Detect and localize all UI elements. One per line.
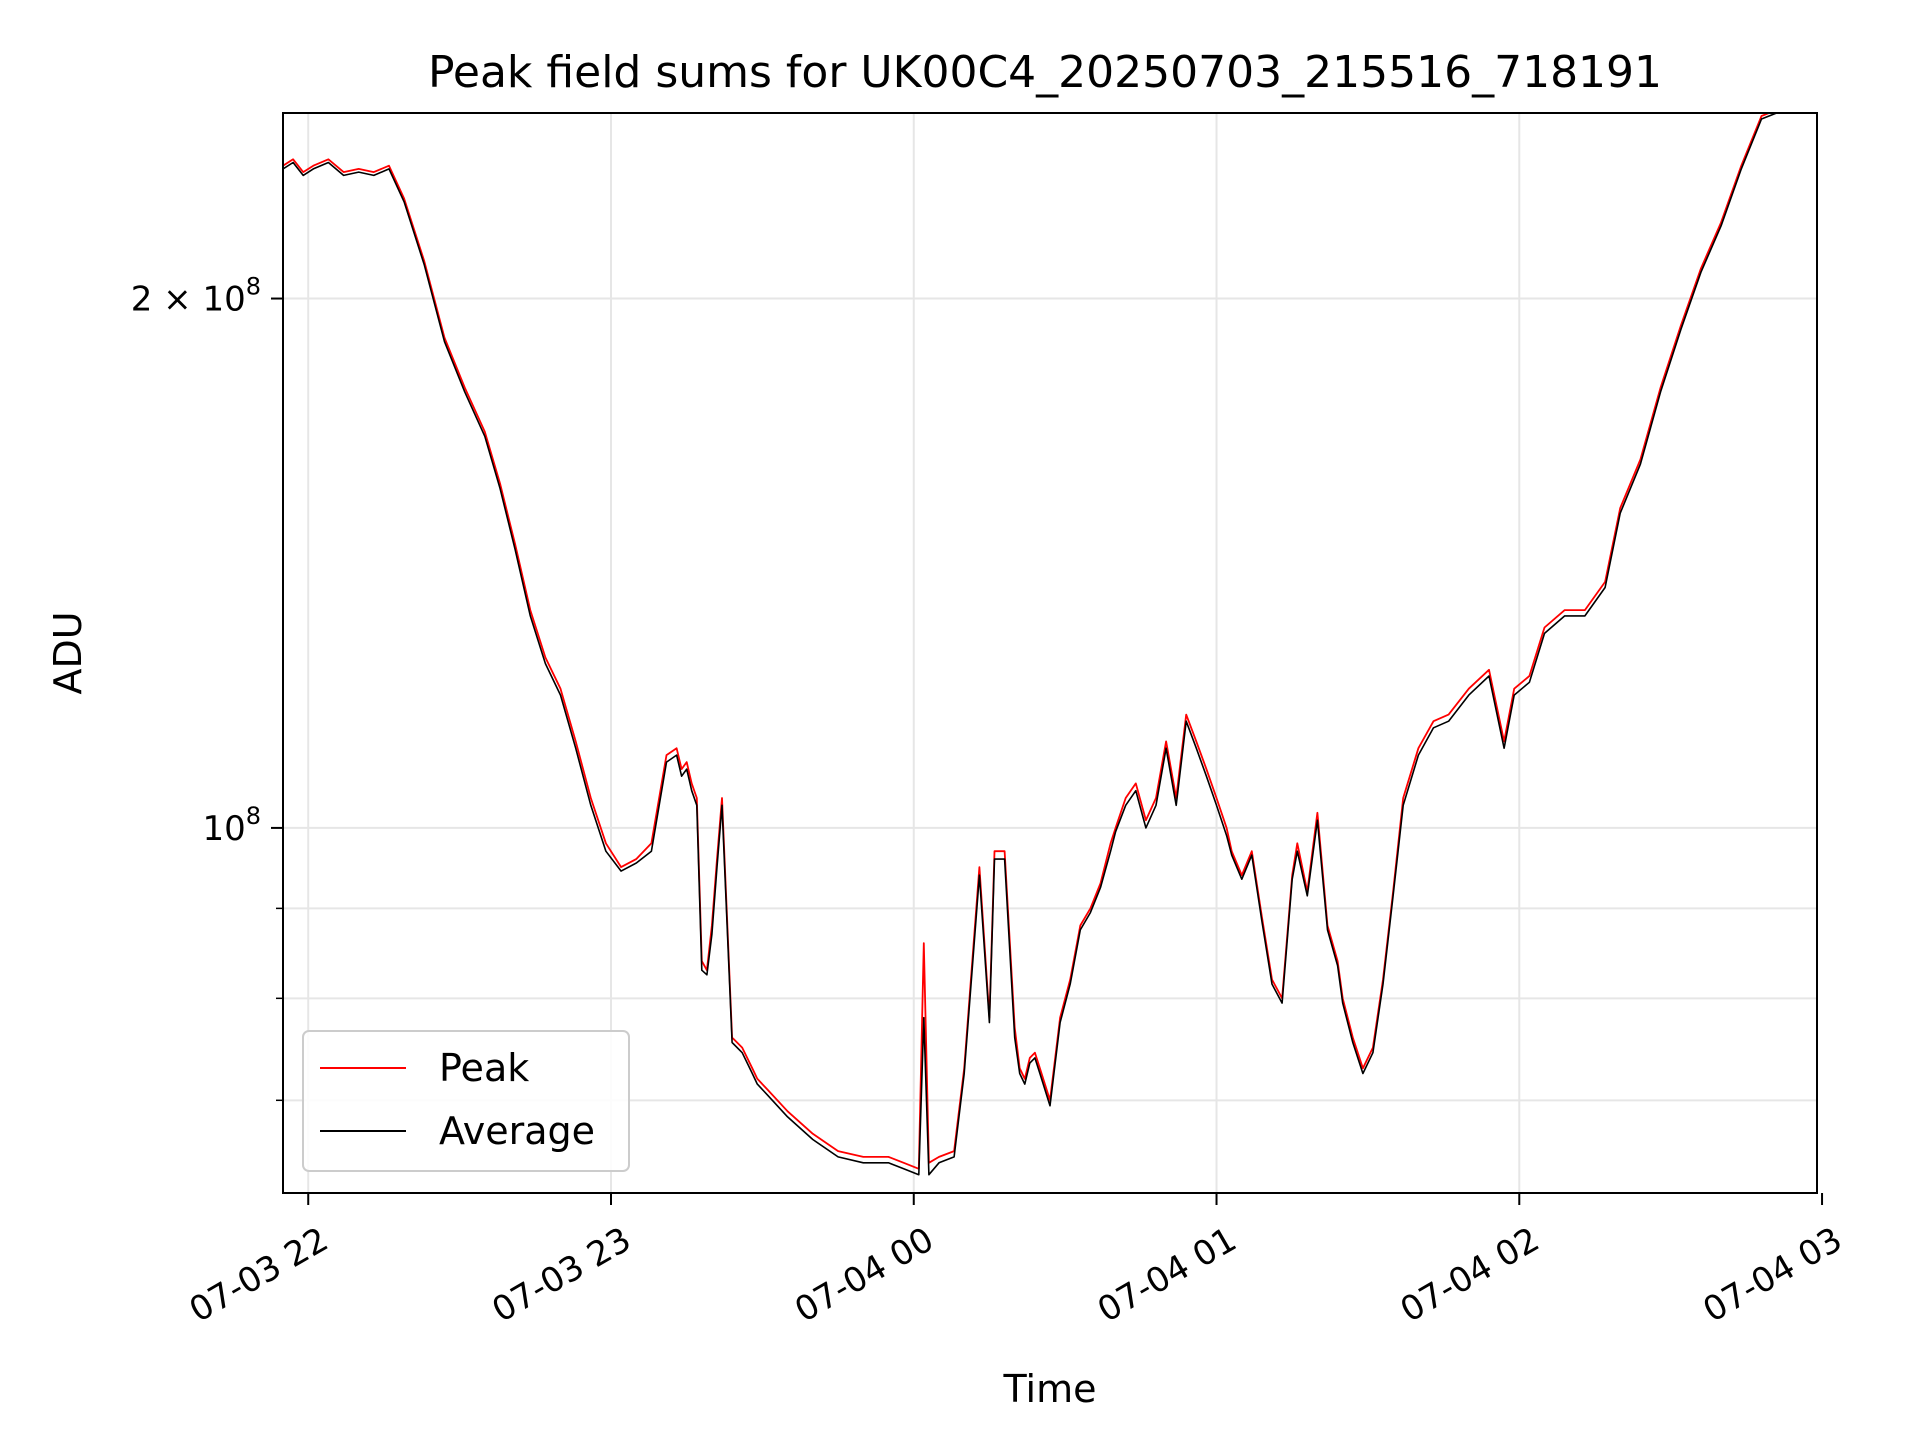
y-tick-label: 2 × 108 — [131, 273, 261, 320]
series-line-average — [283, 113, 1777, 1176]
series-line-peak — [283, 113, 1772, 1170]
plot-frame — [282, 112, 1818, 1194]
y-tick-label-exponent: 8 — [246, 802, 261, 830]
y-tick-label-exponent: 8 — [246, 273, 261, 301]
y-tick-label-base: 2 × 10 — [131, 280, 246, 320]
x-axis-label: Time — [1003, 1367, 1097, 1411]
y-tick-label: 108 — [202, 802, 261, 849]
y-tick-label-base: 10 — [202, 809, 245, 849]
series-layer — [283, 113, 1777, 1176]
legend-box — [302, 1030, 630, 1172]
legend[interactable]: Peak Average — [302, 1030, 630, 1172]
grid — [283, 113, 1817, 1193]
legend-label-peak: Peak — [439, 1046, 529, 1090]
chart-title: Peak field sums for UK00C4_20250703_2155… — [428, 47, 1662, 98]
y-axis-label: ADU — [46, 611, 90, 694]
legend-label-average: Average — [439, 1109, 595, 1153]
